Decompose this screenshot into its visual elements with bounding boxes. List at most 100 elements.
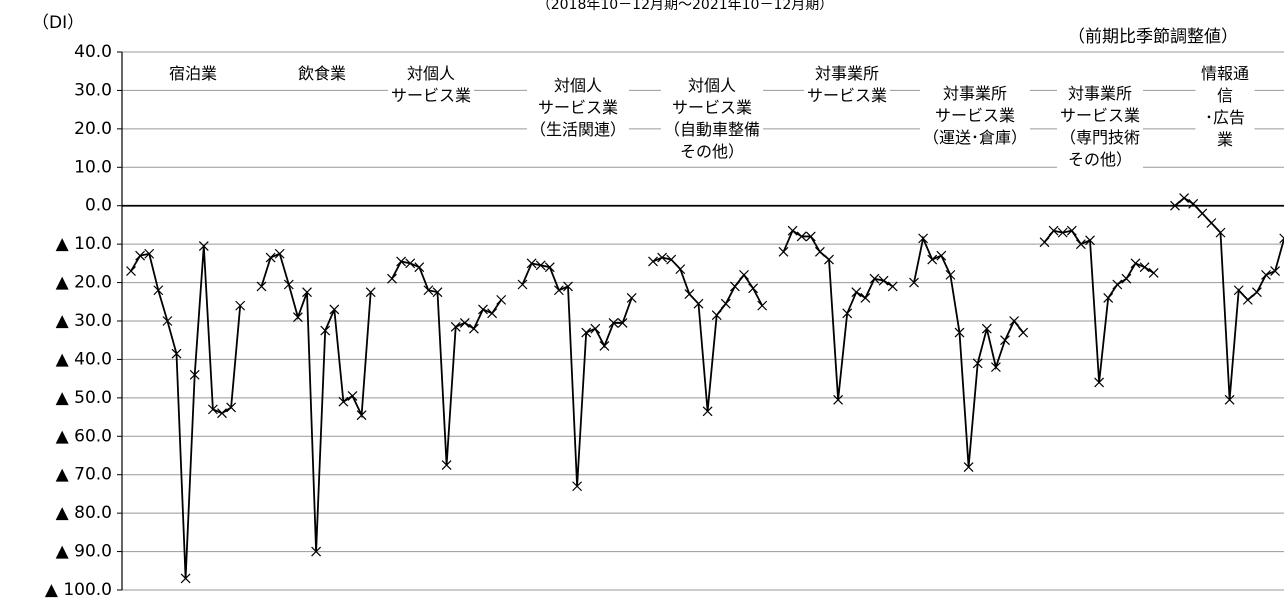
marker <box>441 460 452 471</box>
marker <box>990 362 1001 373</box>
marker <box>338 396 349 407</box>
marker <box>1103 293 1114 303</box>
marker <box>347 391 358 401</box>
marker <box>590 323 601 334</box>
y-tick-label: ▲ 10.0 <box>56 234 112 254</box>
marker <box>320 325 331 336</box>
marker <box>608 317 619 328</box>
marker <box>842 308 853 319</box>
group-label: 情報通信 ･広告業 <box>1195 63 1255 151</box>
y-tick-label: 30.0 <box>74 80 112 100</box>
marker <box>1121 273 1132 284</box>
marker <box>1112 279 1123 290</box>
marker <box>711 310 722 321</box>
y-tick-label: ▲ 70.0 <box>56 465 112 485</box>
marker <box>757 300 768 311</box>
unit-note: （前期比季節調整値） <box>1068 27 1238 47</box>
marker <box>599 341 610 351</box>
marker <box>1039 237 1050 248</box>
marker <box>963 462 974 472</box>
marker <box>1048 225 1059 236</box>
marker <box>581 327 592 338</box>
marker <box>675 264 686 275</box>
marker <box>945 269 956 280</box>
marker <box>1018 327 1029 338</box>
group-label: 対個人 サービス業 <box>387 63 475 107</box>
marker <box>805 231 816 242</box>
marker <box>265 252 276 263</box>
marker <box>256 281 267 292</box>
series-line <box>913 235 1024 468</box>
series-line <box>1174 196 1284 400</box>
group-label: 宿泊業 <box>165 63 221 85</box>
y-tick-label: ▲ 20.0 <box>56 273 112 293</box>
marker <box>657 252 668 263</box>
marker <box>356 410 367 421</box>
marker <box>1066 225 1077 236</box>
marker <box>235 300 246 311</box>
marker <box>226 402 237 413</box>
marker <box>936 250 947 261</box>
marker <box>778 246 789 257</box>
marker <box>162 316 173 326</box>
y-tick-label: ▲ 90.0 <box>56 542 112 562</box>
marker <box>814 246 825 257</box>
marker <box>423 285 434 296</box>
marker <box>572 481 583 492</box>
y-tick-label: 40.0 <box>74 42 112 62</box>
marker <box>487 308 498 319</box>
group-label: 対事業所 サービス業 （運送･倉庫） <box>919 83 1031 149</box>
y-tick-label: ▲ 80.0 <box>56 503 112 523</box>
marker <box>478 304 488 315</box>
marker <box>1224 394 1235 405</box>
marker <box>496 294 507 305</box>
marker <box>617 317 628 328</box>
marker <box>729 281 740 292</box>
series-line <box>130 246 242 579</box>
marker <box>954 327 965 338</box>
marker <box>1206 218 1217 228</box>
marker <box>787 225 798 236</box>
marker <box>144 248 155 259</box>
marker <box>1261 269 1271 280</box>
marker <box>387 273 397 284</box>
marker <box>329 304 340 315</box>
group-label: 対個人 サービス業 （自動車整備 その他） <box>660 75 764 163</box>
subtitle: （2018年10－12月期～2021年10－12月期） <box>536 0 834 13</box>
marker <box>1130 258 1141 269</box>
y-tick-label: ▲ 30.0 <box>56 311 112 331</box>
marker <box>878 275 889 286</box>
marker <box>396 256 407 267</box>
y-tick-label: ▲ 40.0 <box>56 349 112 369</box>
marker <box>981 323 992 334</box>
marker <box>1242 294 1253 305</box>
marker <box>198 241 209 251</box>
marker <box>1139 262 1150 273</box>
group-label: 対事業所 サービス業 （専門技術 その他） <box>1056 83 1144 171</box>
marker <box>432 287 443 298</box>
marker <box>739 269 749 280</box>
group-label: 対個人 サービス業 （生活関連） <box>526 75 630 141</box>
marker <box>748 283 759 294</box>
marker <box>833 394 844 405</box>
marker <box>535 260 546 271</box>
marker <box>1170 200 1180 211</box>
marker <box>887 281 898 292</box>
marker <box>459 317 470 328</box>
marker <box>648 256 658 267</box>
series-line <box>652 256 763 412</box>
marker <box>666 254 677 265</box>
marker <box>1197 208 1208 219</box>
marker <box>927 254 938 265</box>
series-line <box>782 229 894 400</box>
marker <box>1085 235 1095 246</box>
marker <box>851 287 862 298</box>
marker <box>824 254 834 265</box>
marker <box>274 248 285 259</box>
marker <box>1251 287 1262 298</box>
y-tick-label: ▲ 50.0 <box>56 388 112 408</box>
marker <box>1075 239 1086 250</box>
group-label: 飲食業 <box>294 63 350 85</box>
group-label: 対事業所 サービス業 <box>803 63 891 107</box>
